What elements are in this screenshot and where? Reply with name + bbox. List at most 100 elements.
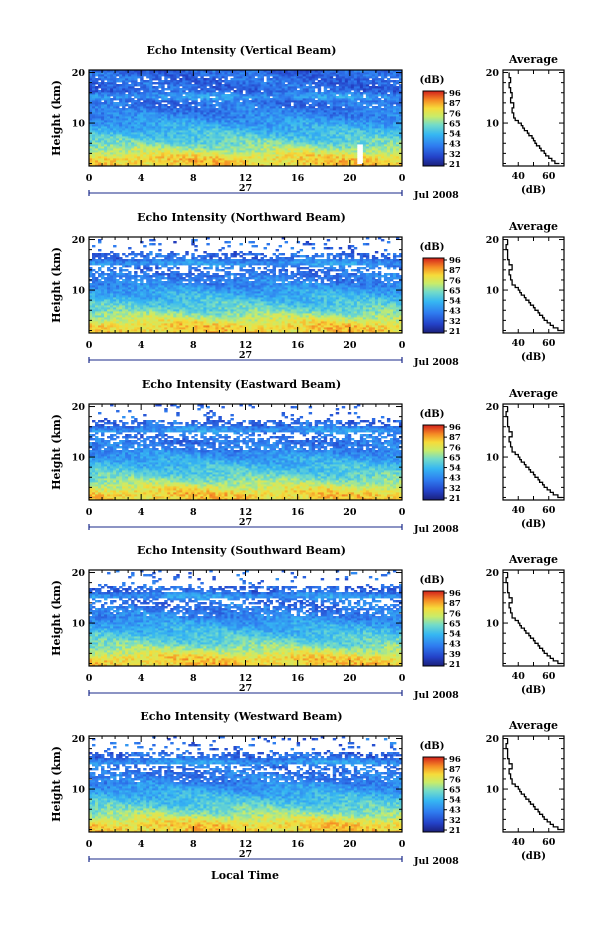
x-tick-label: 0 — [399, 173, 406, 184]
chart-title: Echo Intensity (Northward Beam) — [137, 211, 346, 224]
heatmap-cell — [315, 82, 318, 84]
colorbar-tick-label: 65 — [449, 119, 461, 129]
heatmap-cell — [239, 102, 242, 104]
heatmap-cell — [131, 98, 134, 100]
heatmap-cell — [191, 106, 194, 108]
heatmap-cell — [369, 80, 372, 82]
heatmap-cell — [351, 92, 354, 94]
heatmap-cell — [176, 80, 179, 82]
heatmap-cell — [164, 92, 167, 94]
beam-panel: Echo Intensity (Northward Beam)1020Heigh… — [50, 211, 564, 368]
heatmap-cell — [215, 108, 218, 110]
heatmap-cell — [197, 78, 200, 80]
heatmap-cell — [378, 78, 381, 80]
heatmap-cell — [255, 108, 258, 110]
heatmap-cell — [95, 78, 98, 80]
heatmap-cell — [218, 102, 221, 104]
heatmap-cell — [95, 86, 98, 88]
heatmap-cell — [270, 98, 273, 100]
x-tick-label: 0 — [86, 173, 93, 184]
heatmap-cell — [116, 78, 119, 80]
y-tick-label: 10 — [72, 119, 86, 130]
heatmap-cell — [206, 88, 209, 90]
heatmap-cell — [182, 96, 185, 98]
heatmap-cell — [390, 84, 393, 86]
profile-y-tick-label: 10 — [486, 119, 500, 130]
heatmap-cell — [375, 106, 378, 108]
heatmap-cell — [384, 80, 387, 82]
profile-title: Average — [508, 53, 558, 66]
heatmap-cell — [215, 80, 218, 82]
heatmap-cell — [206, 78, 209, 80]
heatmap-cell — [101, 102, 104, 104]
heatmap-cell — [261, 92, 264, 94]
heatmap-cell — [348, 96, 351, 98]
colorbar-tick-label: 87 — [449, 99, 461, 109]
heatmap-cell — [152, 82, 155, 84]
heatmap-cell — [342, 108, 345, 110]
heatmap-cell — [230, 92, 233, 94]
heatmap-cell — [179, 88, 182, 90]
heatmap-cell — [233, 90, 236, 92]
heatmap-cell — [197, 90, 200, 92]
heatmap-cell — [363, 98, 366, 100]
heatmap-cell — [393, 80, 396, 82]
heatmap-cell — [161, 104, 164, 106]
heatmap-cell — [188, 102, 191, 104]
colorbar-tick-label: 96 — [449, 89, 461, 99]
day-label: 27 — [239, 183, 252, 194]
heatmap-cell — [155, 86, 158, 88]
heatmap-cell — [158, 100, 161, 102]
heatmap-cell — [128, 84, 131, 86]
heatmap-cell — [297, 90, 300, 92]
heatmap-cell — [227, 94, 230, 96]
heatmap-cell — [146, 80, 149, 82]
heatmap-cell — [167, 80, 170, 82]
heatmap-cell — [336, 96, 339, 98]
heatmap-cell — [285, 84, 288, 86]
heatmap-cell — [381, 108, 384, 110]
colorbar-tick-label: 76 — [449, 109, 461, 119]
heatmap-cell — [203, 78, 206, 80]
heatmap-cell — [390, 80, 393, 82]
profile-x-tick-label: 60 — [542, 171, 556, 182]
heatmap-cell — [224, 94, 227, 96]
heatmap-cell — [164, 104, 167, 106]
heatmap-cell — [116, 102, 119, 104]
heatmap-cell — [185, 92, 188, 94]
heatmap-cell — [221, 84, 224, 86]
heatmap-cells — [89, 70, 402, 166]
month-label: Jul 2008 — [413, 190, 459, 201]
beam-panel: Echo Intensity (Vertical Beam)1020Height… — [50, 44, 564, 201]
heatmap-cell — [215, 92, 218, 94]
colorbar-tick-label: 43 — [449, 140, 461, 150]
heatmap-cell — [155, 106, 158, 108]
heatmap-cell — [264, 82, 267, 84]
heatmap-cell — [255, 78, 258, 80]
heatmap-cells — [89, 237, 402, 333]
heatmap-cell — [212, 98, 215, 100]
heatmap-cell — [152, 86, 155, 88]
heatmap-cell — [315, 108, 318, 110]
heatmap-cell — [387, 78, 390, 80]
heatmap-cell — [179, 104, 182, 106]
profile-x-tick-label: 40 — [512, 171, 526, 182]
heatmap-cell — [309, 104, 312, 106]
heatmap-cell — [242, 94, 245, 96]
colorbar-unit: (dB) — [420, 75, 445, 86]
heatmap-cell — [327, 106, 330, 108]
heatmap-cell — [282, 108, 285, 110]
heatmap-cell — [227, 80, 230, 82]
heatmap-cell — [119, 108, 122, 110]
colorbar-tick-label: 54 — [449, 130, 461, 140]
heatmap-cell — [291, 106, 294, 108]
heatmap-cell — [230, 78, 233, 80]
heatmap-cell — [327, 90, 330, 92]
heatmap-cell — [140, 92, 143, 94]
heatmap-cell — [306, 86, 309, 88]
heatmap-cell — [197, 102, 200, 104]
heatmap-cell — [372, 106, 375, 108]
heatmap-cell — [158, 90, 161, 92]
heatmap-cell — [336, 86, 339, 88]
